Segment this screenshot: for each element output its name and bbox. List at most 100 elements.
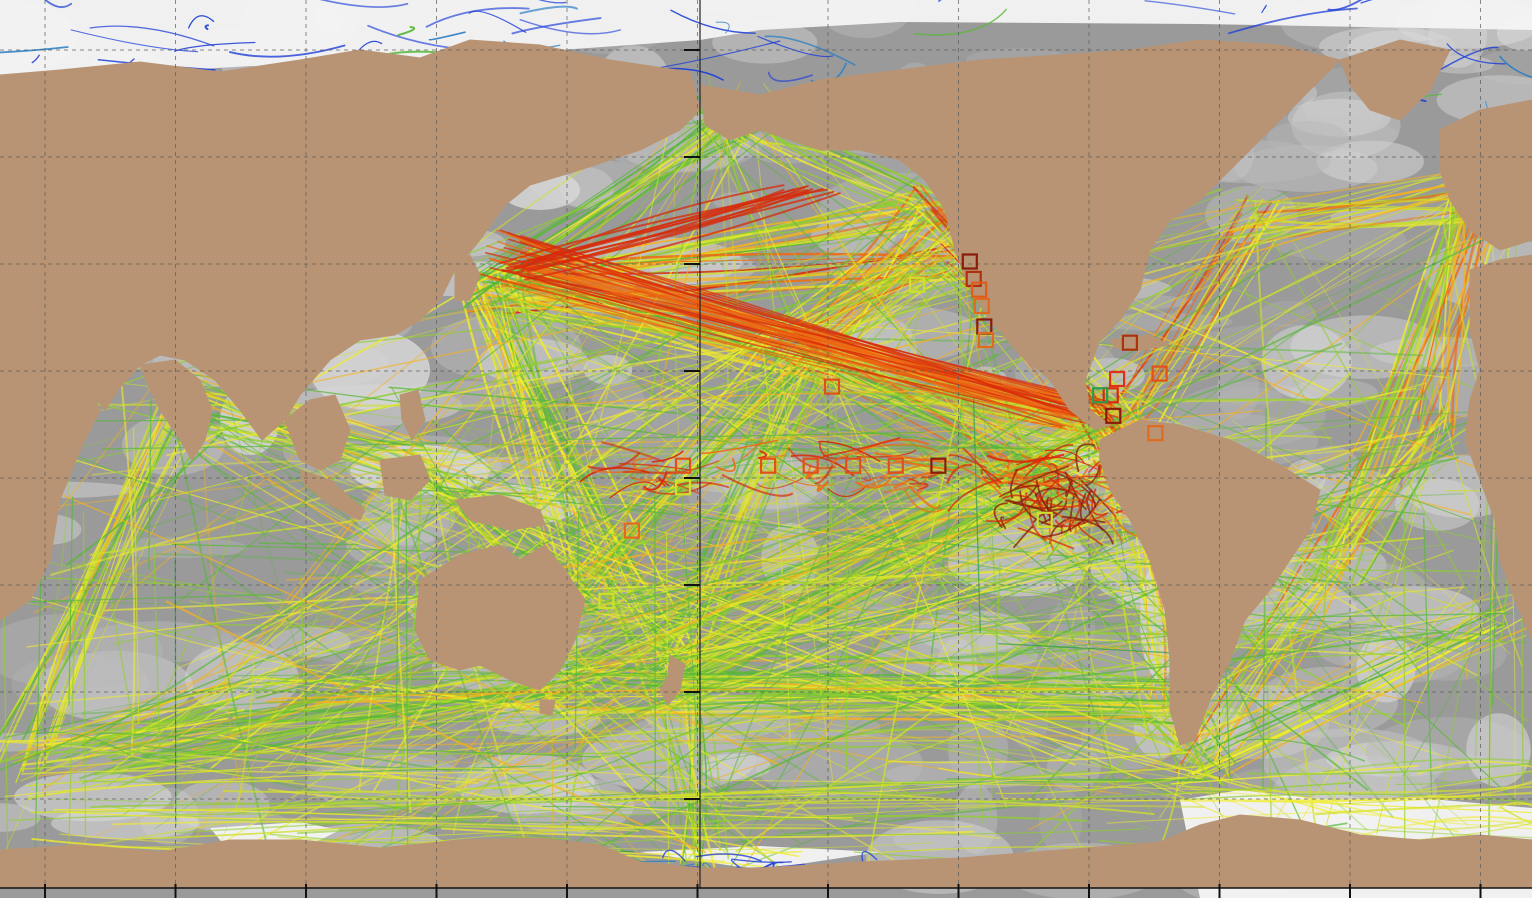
ship-track	[805, 467, 819, 480]
ship-track	[0, 527, 1268, 728]
ship-track	[1040, 498, 1068, 524]
ship-track	[235, 660, 255, 813]
ship-track	[523, 275, 1107, 408]
ship-track	[65, 811, 499, 821]
ship-track	[18, 751, 637, 755]
ship-track	[1204, 621, 1509, 752]
ship-track	[35, 396, 182, 775]
ship-track	[505, 190, 835, 270]
ship-track	[533, 435, 1086, 675]
ship-track	[1291, 239, 1435, 483]
ship-track	[449, 367, 1257, 478]
ship-track	[1376, 618, 1465, 834]
station-marker	[674, 479, 692, 496]
ship-track	[1379, 819, 1532, 831]
ship-track	[58, 378, 157, 511]
station-marker	[845, 457, 862, 474]
ship-track	[1034, 487, 1078, 496]
ship-track	[21, 769, 479, 785]
survey-track	[740, 739, 975, 743]
survey-track	[395, 485, 400, 728]
ship-track	[818, 440, 881, 463]
ship-track	[72, 458, 1204, 781]
ship-track	[510, 432, 1173, 731]
ship-track	[82, 546, 774, 785]
ship-track	[1014, 465, 1070, 490]
survey-track	[300, 575, 307, 744]
australia-landmass	[414, 544, 586, 691]
ship-track	[959, 247, 985, 824]
ship-track	[859, 463, 872, 482]
ship-track	[1412, 218, 1503, 415]
ship-track	[980, 468, 1002, 484]
ship-track	[330, 414, 1468, 748]
ship-track	[905, 221, 1464, 470]
ship-track	[28, 595, 555, 714]
ship-track	[1323, 758, 1532, 773]
ship-track	[1342, 417, 1441, 565]
survey-track	[560, 431, 925, 441]
survey-track	[1321, 496, 1332, 652]
ship-track	[725, 136, 755, 451]
ship-track	[137, 824, 380, 840]
ship-track	[1312, 430, 1449, 605]
ship-track	[1017, 527, 1075, 550]
ship-track	[0, 706, 239, 764]
ship-track	[1067, 499, 1081, 530]
ship-track	[4, 740, 1001, 840]
ship-track	[310, 816, 610, 833]
ship-track	[37, 723, 223, 777]
ship-track	[417, 824, 825, 844]
ship-track	[581, 208, 917, 593]
ship-track	[72, 563, 664, 669]
station-marker	[971, 281, 988, 298]
survey-track	[67, 574, 77, 871]
ship-track	[201, 414, 388, 577]
ship-track	[731, 858, 792, 864]
ship-track	[1000, 516, 1007, 530]
ship-track	[165, 600, 707, 854]
ship-track	[177, 434, 431, 660]
ship-track	[1061, 515, 1114, 545]
ship-track	[948, 454, 987, 469]
ship-track	[591, 408, 1508, 731]
ship-track	[523, 192, 841, 281]
ship-track	[1249, 208, 1473, 226]
ship-track	[33, 235, 1482, 862]
ship-track	[803, 228, 917, 328]
ship-track	[139, 630, 393, 733]
ship-track	[381, 537, 1136, 848]
ship-track	[28, 771, 528, 797]
ship-track	[113, 410, 1439, 645]
ship-track	[609, 791, 959, 804]
survey-track	[68, 496, 74, 706]
ship-track	[648, 699, 704, 864]
ship-track	[1065, 480, 1073, 498]
ship-track	[1144, 0, 1236, 15]
ship-track	[656, 128, 731, 411]
ship-track	[24, 399, 173, 759]
africa-east-landmass	[0, 289, 101, 621]
ship-track	[702, 519, 1156, 835]
ship-track	[204, 24, 210, 31]
ship-track	[1236, 738, 1366, 762]
ship-track	[213, 433, 682, 663]
ship-track	[397, 26, 416, 36]
ship-track	[605, 351, 800, 591]
ship-track	[1178, 785, 1532, 794]
survey-track	[1487, 506, 1493, 871]
ship-track	[167, 385, 273, 863]
ship-track	[35, 731, 136, 759]
ship-track	[1327, 427, 1433, 560]
ship-track	[43, 391, 182, 767]
ship-track	[570, 798, 853, 819]
ship-track	[830, 451, 867, 464]
station-marker	[674, 457, 692, 474]
ship-track	[772, 861, 784, 868]
ship-track	[463, 262, 943, 813]
station-marker	[1108, 370, 1126, 388]
ship-track	[1245, 193, 1470, 594]
ocean-depth-patch	[1259, 300, 1316, 327]
